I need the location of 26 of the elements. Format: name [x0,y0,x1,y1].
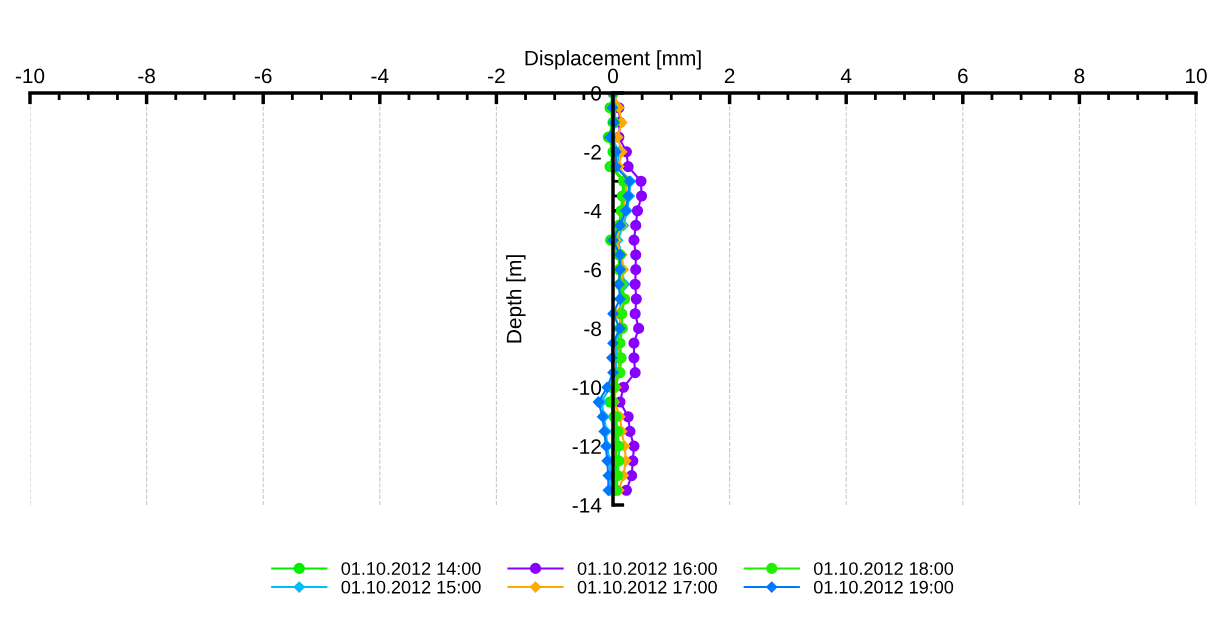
y-tick-label: -8 [584,321,601,337]
x-tick-label: -6 [254,68,272,84]
x-axis-title: Displacement [mm] [525,50,701,70]
y-tick-label: -12 [572,439,601,454]
y-axis-title: Depth [m] [506,255,526,343]
x-tick-label: 4 [840,68,852,84]
x-tick-label: 6 [958,68,968,84]
y-tick-label: -4 [584,203,602,219]
legend-label: 01.10.2012 16:00 [577,562,717,575]
x-tick-label: -2 [488,68,505,84]
x-tick-label: -10 [15,68,45,84]
legend-label: 01.10.2012 14:00 [341,562,481,575]
legend-label: 01.10.2012 19:00 [813,580,954,594]
x-tick-label: 2 [724,68,735,84]
y-tick-label: -10 [572,380,602,396]
x-tick-label: -4 [371,68,389,84]
y-tick-label: -14 [572,498,602,513]
legend-label: 01.10.2012 18:00 [813,562,954,575]
legend-label: 01.10.2012 17:00 [577,580,717,594]
y-tick-label: -6 [584,262,601,278]
y-tick-label: -2 [584,144,601,160]
x-tick-label: -8 [138,68,155,84]
x-tick-label: 0 [608,68,618,84]
x-tick-label: 10 [1186,68,1207,84]
x-tick-label: 8 [1074,68,1085,84]
legend-label: 01.10.2012 15:00 [341,580,481,594]
